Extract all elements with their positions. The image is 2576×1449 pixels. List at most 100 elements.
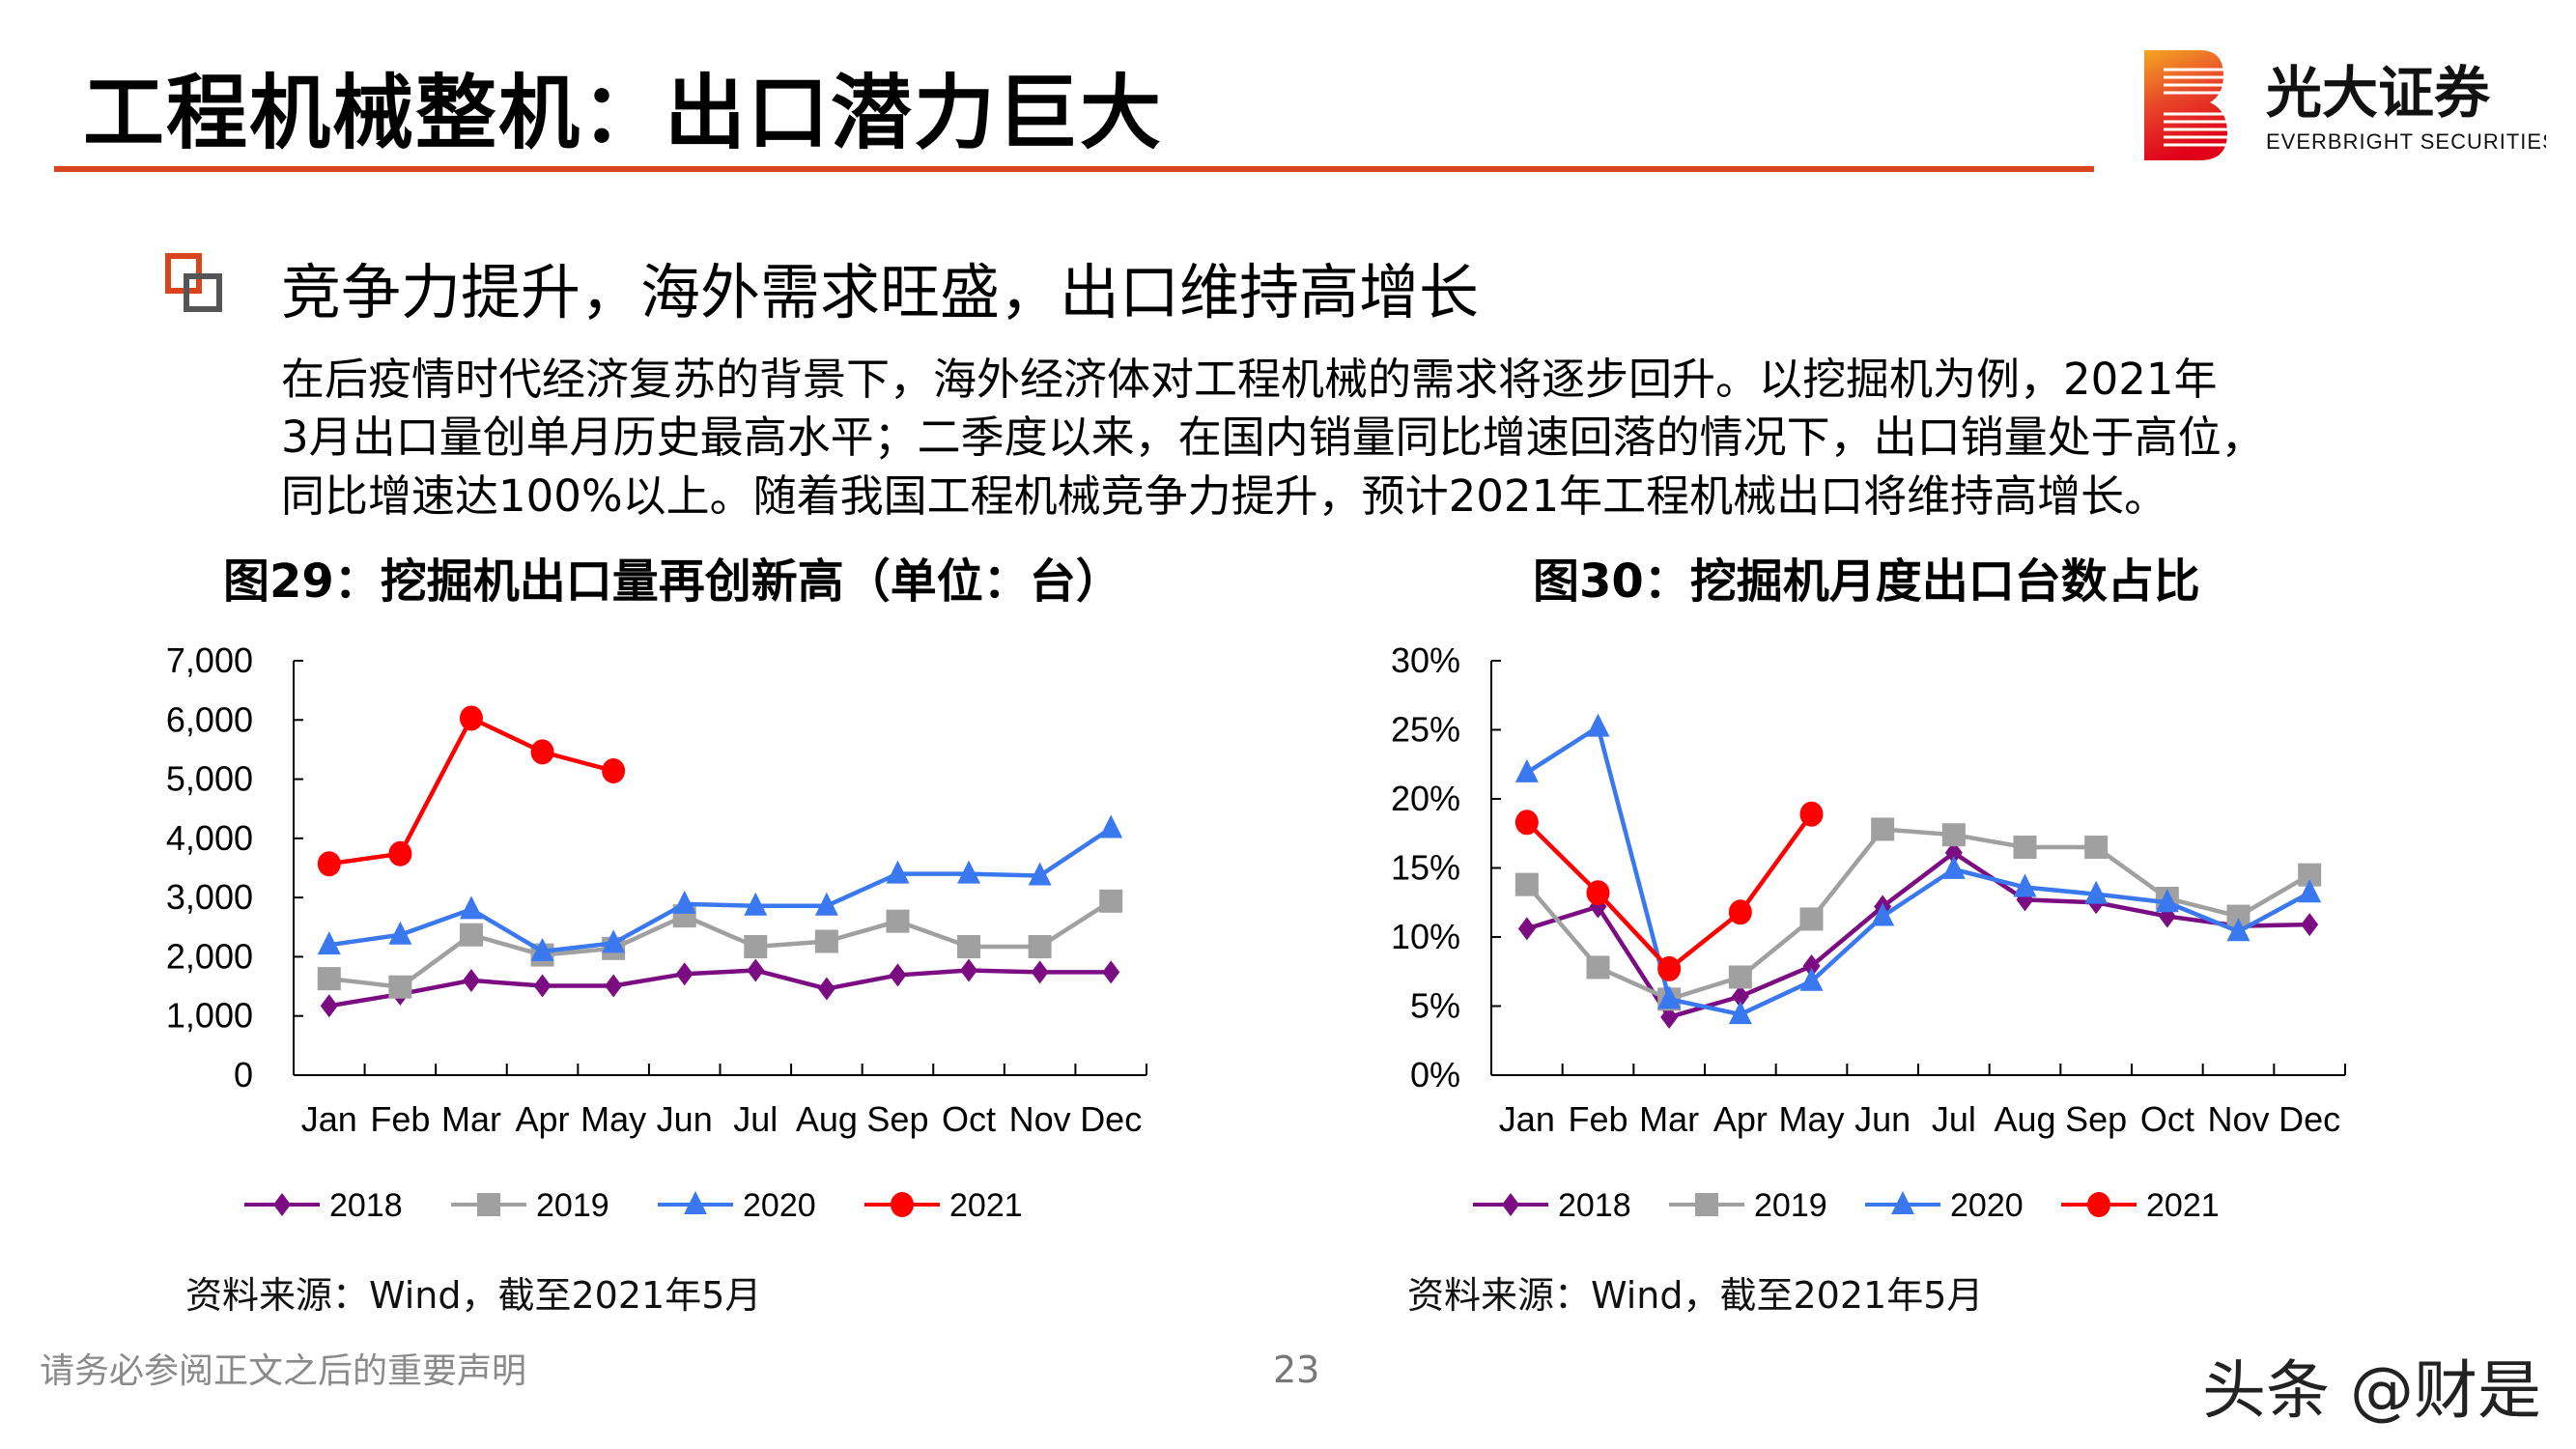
data-point-2020 [459, 895, 483, 920]
x-tick-label: Mar [1639, 1099, 1699, 1139]
data-point-2020 [672, 890, 696, 914]
data-point-2018 [960, 958, 978, 982]
series-2021 [1514, 801, 1824, 981]
legend-item-2018: 2018 [1473, 1187, 1631, 1224]
data-point-2020 [1099, 814, 1123, 838]
data-point-2018 [1731, 984, 1749, 1009]
y-tick-label: 5,000 [166, 759, 253, 799]
data-point-2019 [1586, 955, 1610, 980]
series-2020 [1514, 713, 2322, 1025]
legend-label: 2019 [536, 1187, 609, 1224]
data-point-2019 [459, 923, 483, 947]
legend-marker [1695, 1193, 1718, 1216]
data-point-2019 [814, 929, 838, 953]
y-tick-label: 20% [1391, 779, 1460, 818]
x-tick-label: Oct [2140, 1099, 2194, 1139]
page-title: 工程机械整机：出口潜力巨大 [83, 66, 1164, 160]
data-point-2018 [1517, 917, 1536, 941]
x-tick-label: Dec [2279, 1099, 2340, 1139]
series-2021 [317, 705, 626, 877]
chart-30-source: 资料来源：Wind，截至2021年5月 [1407, 1274, 1984, 1317]
data-point-2018 [1102, 960, 1120, 984]
x-tick-label: May [580, 1099, 646, 1139]
data-point-2021 [602, 757, 626, 783]
series-line-2019 [328, 898, 1113, 990]
legend-marker [1891, 1191, 1914, 1214]
x-tick-label: Aug [796, 1099, 858, 1139]
data-point-2020 [1586, 713, 1610, 737]
data-point-2018 [1944, 840, 1963, 865]
x-tick-label: Jul [1932, 1099, 1976, 1139]
y-tick-label: 1,000 [166, 996, 253, 1036]
data-point-2018 [1660, 1005, 1679, 1029]
data-point-2020 [744, 892, 768, 916]
x-tick-label: Jan [1499, 1099, 1555, 1139]
x-tick-label: Sep [2065, 1099, 2127, 1139]
data-point-2020 [1514, 758, 1539, 782]
y-tick-label: 25% [1391, 710, 1460, 750]
legend-marker [891, 1192, 914, 1217]
data-point-2021 [388, 840, 412, 867]
data-point-2018 [747, 958, 765, 982]
data-point-2021 [1657, 955, 1682, 981]
data-point-2018 [320, 994, 338, 1018]
data-point-2020 [1728, 1001, 1752, 1025]
section-heading: 竞争力提升，海外需求旺盛，出口维持高增长 [281, 257, 1480, 327]
data-point-2020 [957, 860, 981, 884]
data-point-2020 [1941, 855, 1966, 879]
data-point-2021 [459, 705, 483, 731]
legend-item-2020: 2020 [658, 1187, 816, 1224]
series-2020 [317, 814, 1123, 961]
data-point-2018 [1031, 960, 1049, 984]
y-tick-label: 0 [234, 1055, 253, 1094]
series-line-2018 [328, 968, 1112, 1009]
series-line-2020 [1525, 724, 2311, 1017]
x-tick-label: Jul [733, 1099, 778, 1139]
y-tick-label: 10% [1391, 917, 1460, 956]
data-point-2020 [1028, 862, 1052, 886]
data-point-2018 [675, 962, 694, 986]
data-point-2019 [1514, 872, 1539, 896]
data-point-2020 [1799, 967, 1824, 991]
data-point-2020 [530, 937, 554, 961]
data-point-2020 [814, 892, 838, 916]
everbright-b-logo-icon: 光大证券 EVERBRIGHT SECURITIES [2144, 50, 2557, 160]
page-number: 23 [1273, 1349, 1320, 1391]
logo-en: EVERBRIGHT SECURITIES [2266, 129, 2546, 154]
y-tick-label: 2,000 [166, 936, 253, 976]
series-line-2018 [1526, 850, 2310, 1020]
legend-label: 2021 [2146, 1187, 2220, 1224]
data-point-2021 [530, 739, 554, 765]
data-point-2021 [1514, 810, 1539, 836]
legend-item-2021: 2021 [2061, 1187, 2220, 1224]
data-point-2019 [388, 975, 412, 999]
x-tick-label: Apr [1713, 1099, 1768, 1139]
data-point-2020 [602, 929, 626, 953]
chart-29-title: 图29：挖掘机出口量再创新高（单位：台） [223, 554, 1122, 609]
x-tick-label: Jun [657, 1099, 713, 1139]
data-point-2019 [2013, 836, 2037, 860]
legend-label: 2020 [743, 1187, 816, 1224]
data-point-2020 [317, 931, 341, 955]
y-tick-label: 7,000 [166, 640, 253, 680]
double-square-bullet-icon [165, 253, 225, 313]
y-tick-label: 5% [1410, 986, 1460, 1026]
legend-marker [684, 1191, 707, 1214]
x-tick-label: Feb [1568, 1099, 1628, 1139]
data-point-2019 [1871, 817, 1895, 841]
x-tick-label: Dec [1080, 1099, 1142, 1139]
legend-item-2019: 2019 [1669, 1187, 1827, 1224]
legend-label: 2021 [949, 1187, 1023, 1224]
data-point-2018 [889, 963, 907, 987]
x-tick-label: Jun [1854, 1099, 1911, 1139]
legend-marker [1502, 1193, 1519, 1216]
x-tick-label: Aug [1994, 1099, 2055, 1139]
y-tick-label: 15% [1391, 848, 1460, 888]
data-point-2019 [744, 935, 768, 959]
legend-marker [2087, 1192, 2110, 1217]
legend-item-2021: 2021 [864, 1187, 1023, 1224]
x-tick-label: Nov [2207, 1099, 2269, 1139]
data-point-2019 [2084, 836, 2109, 860]
data-point-2020 [2298, 879, 2322, 903]
